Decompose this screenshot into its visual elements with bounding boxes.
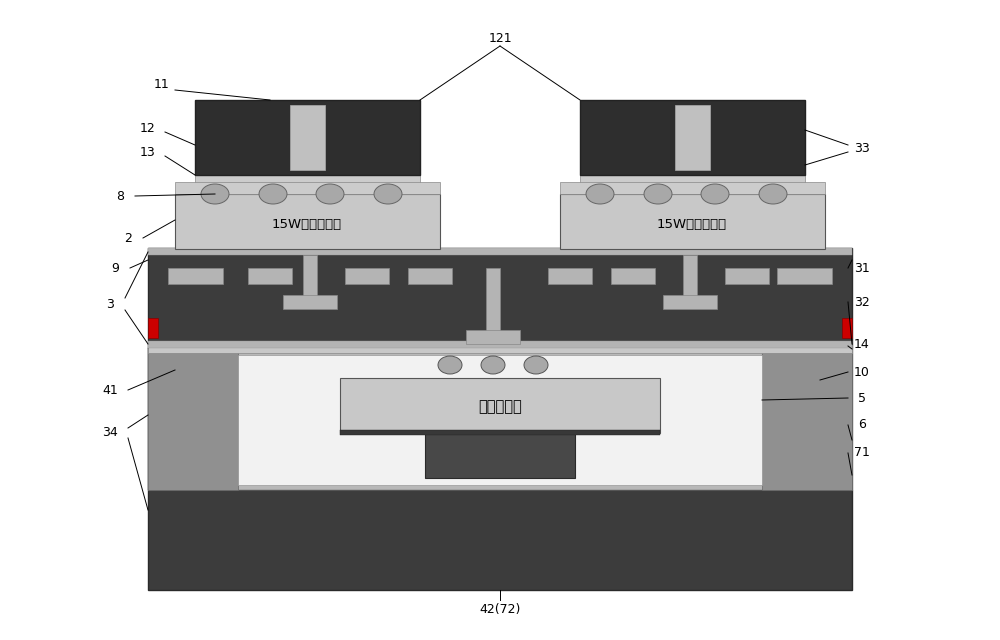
Text: 14: 14 — [854, 339, 870, 351]
Bar — [560, 194, 825, 249]
Ellipse shape — [759, 184, 787, 204]
Text: 32: 32 — [854, 296, 870, 308]
Bar — [560, 182, 825, 194]
Bar — [195, 172, 420, 186]
Ellipse shape — [524, 356, 548, 374]
Bar — [762, 348, 852, 490]
Bar — [725, 268, 769, 284]
Bar — [148, 248, 852, 348]
Bar — [842, 318, 852, 338]
Bar — [248, 268, 292, 284]
Text: 15W大功率芯片: 15W大功率芯片 — [657, 218, 727, 232]
Bar — [148, 341, 852, 348]
Bar — [148, 490, 852, 590]
Bar — [675, 105, 710, 170]
Bar — [611, 268, 655, 284]
Text: 6: 6 — [858, 419, 866, 431]
Text: 42(72): 42(72) — [479, 604, 521, 616]
Ellipse shape — [701, 184, 729, 204]
Bar — [175, 182, 440, 194]
Text: 12: 12 — [140, 122, 156, 134]
Text: 3: 3 — [106, 298, 114, 312]
Bar — [340, 378, 660, 433]
Text: 15W大功率芯片: 15W大功率芯片 — [272, 218, 342, 232]
Ellipse shape — [438, 356, 462, 374]
Text: 11: 11 — [154, 79, 170, 92]
Text: 8: 8 — [116, 189, 124, 202]
Text: 121: 121 — [488, 31, 512, 45]
Bar — [148, 248, 852, 255]
Bar — [580, 100, 805, 175]
Bar — [148, 318, 158, 338]
Text: 31: 31 — [854, 262, 870, 275]
Bar — [238, 355, 762, 485]
Bar — [466, 330, 520, 344]
Text: 41: 41 — [102, 383, 118, 397]
Bar — [148, 348, 238, 490]
Ellipse shape — [644, 184, 672, 204]
Ellipse shape — [374, 184, 402, 204]
Ellipse shape — [316, 184, 344, 204]
Bar — [168, 268, 223, 284]
Bar — [148, 348, 852, 490]
Bar — [548, 268, 592, 284]
Text: 33: 33 — [854, 141, 870, 154]
Bar — [283, 295, 337, 309]
Text: 34: 34 — [102, 426, 118, 438]
Bar — [303, 255, 317, 305]
Text: 9: 9 — [111, 262, 119, 275]
Text: 10: 10 — [854, 365, 870, 378]
Ellipse shape — [481, 356, 505, 374]
Bar — [486, 268, 500, 340]
Polygon shape — [762, 348, 852, 490]
Ellipse shape — [201, 184, 229, 204]
Text: 71: 71 — [854, 445, 870, 458]
Bar — [290, 105, 325, 170]
Bar — [345, 268, 389, 284]
Ellipse shape — [586, 184, 614, 204]
Ellipse shape — [259, 184, 287, 204]
Text: 2: 2 — [124, 232, 132, 244]
Text: 5: 5 — [858, 392, 866, 404]
Bar — [683, 255, 697, 305]
Bar — [777, 268, 832, 284]
Bar — [663, 295, 717, 309]
Text: 13: 13 — [140, 145, 156, 159]
Bar — [340, 430, 660, 435]
Text: 多功能芯片: 多功能芯片 — [478, 399, 522, 415]
Bar — [195, 100, 420, 175]
Polygon shape — [148, 348, 238, 490]
Bar — [580, 172, 805, 186]
Bar — [408, 268, 452, 284]
Bar — [148, 345, 852, 353]
Bar — [175, 194, 440, 249]
Bar — [425, 433, 575, 478]
